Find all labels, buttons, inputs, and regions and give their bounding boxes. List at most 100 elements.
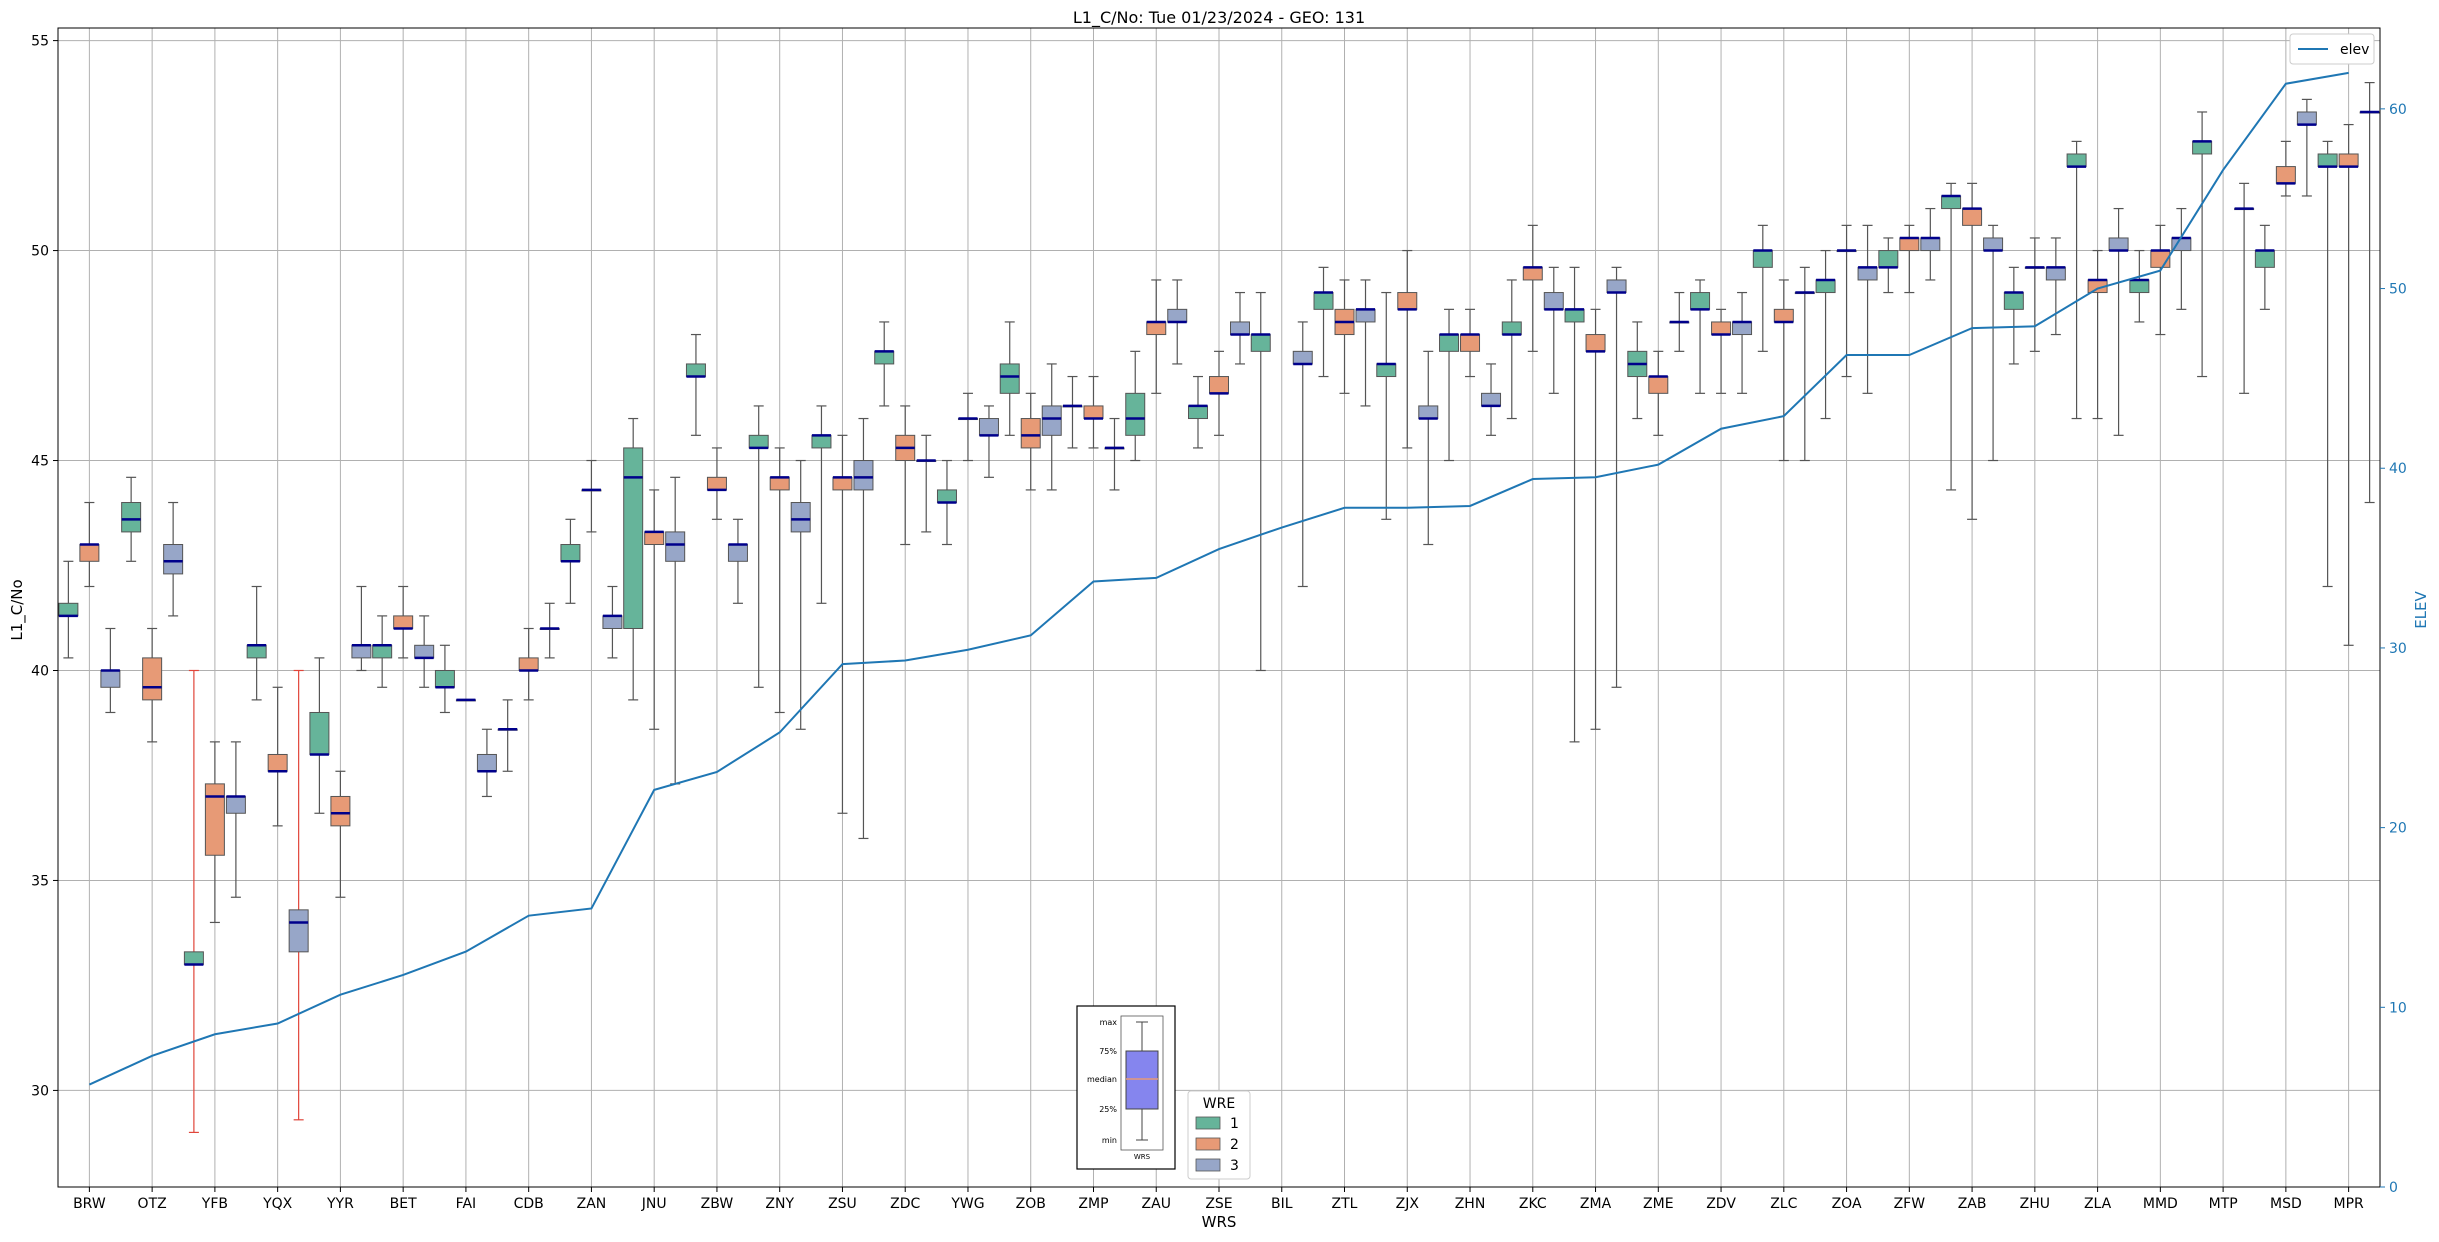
box-wre-2 bbox=[2275, 166, 2296, 184]
box-wre-1 bbox=[2317, 153, 2338, 168]
box-wre-1 bbox=[1313, 292, 1334, 310]
wre-legend-swatch-2 bbox=[1195, 1137, 1221, 1151]
x-tick-label: YWG bbox=[950, 1196, 984, 1212]
x-tick-label: MMD bbox=[2143, 1196, 2178, 1212]
box-wre-2 bbox=[1962, 208, 1983, 226]
y-tick-label: 50 bbox=[31, 244, 49, 260]
box-wre-3 bbox=[1543, 292, 1564, 310]
x-tick-label: MSD bbox=[2270, 1196, 2302, 1212]
box-wre-3 bbox=[163, 544, 184, 575]
y-right-tick-label: 60 bbox=[2389, 102, 2407, 118]
box-wre-3 bbox=[2296, 111, 2317, 126]
wre-legend-swatch-1 bbox=[1195, 1116, 1221, 1130]
x-tick-label: ZAN bbox=[577, 1196, 607, 1212]
box-wre-2 bbox=[1899, 237, 1920, 252]
box-wre-2 bbox=[1020, 418, 1041, 449]
box-wre-3 bbox=[1292, 350, 1313, 365]
box-wre-2 bbox=[1711, 321, 1732, 336]
box-wre-3 bbox=[665, 531, 686, 562]
box-wre-3 bbox=[225, 795, 246, 814]
box-wre-3 bbox=[1418, 405, 1439, 420]
box-wre-1 bbox=[1690, 292, 1711, 310]
wre-legend-swatch-3 bbox=[1195, 1158, 1221, 1172]
y-tick-label: 55 bbox=[31, 34, 49, 50]
box-wre-2 bbox=[2338, 153, 2359, 168]
wre-legend-label-1: 1 bbox=[1230, 1116, 1239, 1132]
box-wre-2 bbox=[1522, 266, 1543, 281]
inset-label: median bbox=[1087, 1075, 1117, 1084]
y-right-tick-label: 20 bbox=[2389, 821, 2407, 837]
inset-label: min bbox=[1102, 1136, 1117, 1145]
box-wre-2 bbox=[1397, 292, 1418, 310]
box-wre-1 bbox=[999, 363, 1020, 394]
box-wre-1 bbox=[2066, 153, 2087, 168]
x-tick-label: JNU bbox=[641, 1196, 667, 1212]
x-tick-label: ZJX bbox=[1396, 1196, 1420, 1212]
x-tick-label: ZMA bbox=[1580, 1196, 1612, 1212]
box-wre-2 bbox=[832, 476, 853, 491]
box-wre-3 bbox=[1920, 237, 1941, 252]
box-wre-2 bbox=[1585, 334, 1606, 352]
box-wre-3 bbox=[2045, 266, 2066, 281]
inset-box bbox=[1125, 1050, 1159, 1110]
x-tick-label: ZBW bbox=[701, 1196, 734, 1212]
box-wre-1 bbox=[372, 644, 393, 659]
box-wre-3 bbox=[100, 669, 121, 688]
box-wre-3 bbox=[1041, 405, 1062, 436]
box-wre-2 bbox=[706, 476, 727, 491]
x-tick-label: ZOB bbox=[1016, 1196, 1046, 1212]
inset-xlabel: WRS bbox=[1134, 1153, 1151, 1161]
chart-title: L1_C/No: Tue 01/23/2024 - GEO: 131 bbox=[1073, 8, 1365, 28]
box-wre-1 bbox=[58, 602, 79, 617]
x-tick-label: ZNY bbox=[765, 1196, 794, 1212]
box-wre-2 bbox=[79, 544, 100, 562]
wre-legend-title: WRE bbox=[1203, 1096, 1235, 1112]
axes-layer: 30 35 40 45 50 55 0 10 20 30 40 50 60 BRW OTZ YFB YQX YYR… bbox=[31, 27, 2407, 1212]
x-tick-label: ZAB bbox=[1958, 1196, 1987, 1212]
box-wre-2 bbox=[518, 657, 539, 671]
box-wre-3 bbox=[1355, 308, 1376, 323]
box-wre-1 bbox=[811, 434, 832, 449]
y-axis-right-label: ELEV bbox=[2412, 590, 2430, 628]
box-wre-2 bbox=[393, 615, 414, 629]
x-tick-label: FAI bbox=[456, 1196, 476, 1212]
box-wre-1 bbox=[1941, 195, 1962, 210]
elev-layer bbox=[88, 71, 2349, 1086]
box-wre-1 bbox=[1878, 250, 1899, 268]
inset-label: max bbox=[1100, 1018, 1118, 1027]
box-wre-3 bbox=[978, 418, 999, 436]
x-tick-label: ZKC bbox=[1519, 1196, 1547, 1212]
x-tick-label: ZHU bbox=[2020, 1196, 2050, 1212]
boxes-layer bbox=[58, 81, 2380, 1134]
box-wre-1 bbox=[309, 711, 330, 755]
box-wre-2 bbox=[1146, 321, 1167, 336]
box-wre-3 bbox=[853, 460, 874, 491]
x-tick-label: YYR bbox=[326, 1196, 354, 1212]
box-wre-3 bbox=[1230, 321, 1250, 336]
box-wre-2 bbox=[142, 657, 163, 701]
box-wre-1 bbox=[1439, 334, 1460, 352]
box-wre-3 bbox=[1732, 321, 1753, 336]
box-wre-3 bbox=[1983, 237, 2004, 252]
y-tick-label: 45 bbox=[31, 454, 49, 470]
x-tick-label: ZOA bbox=[1832, 1196, 1862, 1212]
wre-legend-label-2: 2 bbox=[1230, 1137, 1239, 1153]
y-right-tick-label: 50 bbox=[2389, 282, 2407, 298]
y-tick-label: 40 bbox=[31, 663, 49, 679]
elev-legend-frame bbox=[2289, 33, 2375, 65]
grid-layer bbox=[58, 28, 2380, 1187]
box-wre-1 bbox=[1376, 363, 1397, 378]
box-wre-1 bbox=[623, 447, 644, 629]
box-wre-1 bbox=[2254, 250, 2275, 268]
elev-line bbox=[88, 71, 2349, 1086]
x-tick-label: YFB bbox=[201, 1196, 228, 1212]
x-tick-label: BET bbox=[390, 1196, 417, 1212]
box-wre-1 bbox=[434, 669, 455, 688]
box-wre-1 bbox=[685, 363, 706, 378]
box-wre-1 bbox=[121, 502, 142, 533]
box-wre-1 bbox=[2003, 292, 2024, 310]
x-tick-label: YQX bbox=[262, 1196, 293, 1212]
box-wre-3 bbox=[1481, 392, 1502, 407]
